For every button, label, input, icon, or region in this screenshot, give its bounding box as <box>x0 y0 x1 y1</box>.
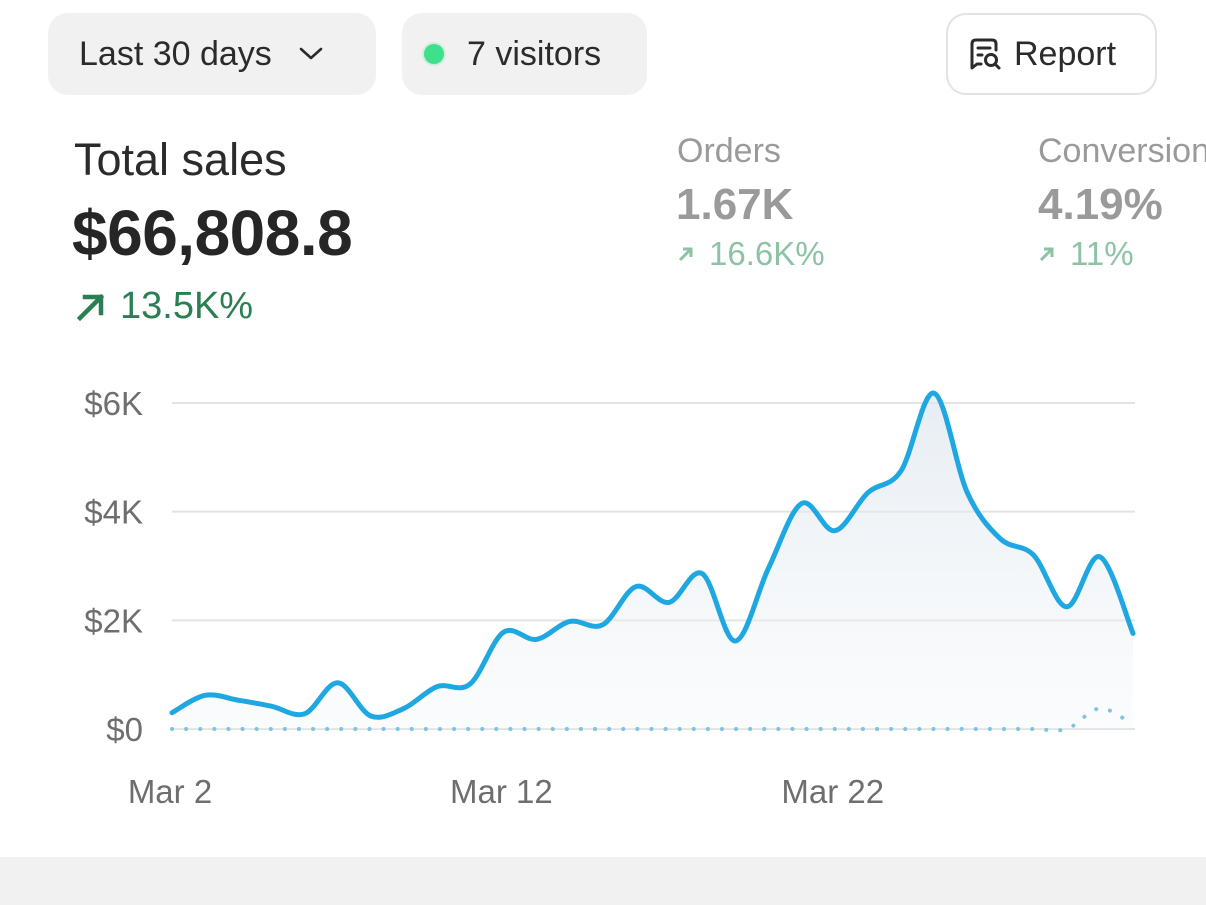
sales-data-point <box>931 390 937 396</box>
sales-data-point <box>567 618 573 624</box>
x-tick-label: Mar 2 <box>128 773 212 810</box>
footer-band <box>0 857 1206 905</box>
sales-data-point <box>633 584 639 590</box>
orders-change-value: 16.6K% <box>709 235 825 272</box>
sales-data-point <box>1130 630 1136 636</box>
report-button[interactable]: Report <box>946 13 1157 95</box>
sales-data-point <box>832 528 838 534</box>
orders-change: 16.6K% <box>677 235 825 273</box>
chevron-down-icon <box>298 46 324 62</box>
sales-data-point <box>666 599 672 605</box>
sales-data-point <box>434 684 440 690</box>
sales-data-point <box>335 680 341 686</box>
conversion-label[interactable]: Conversion <box>1038 132 1206 170</box>
total-sales-change: 13.5K% <box>74 285 253 328</box>
live-visitors-badge[interactable]: 7 visitors <box>402 13 647 95</box>
sales-data-point <box>534 636 540 642</box>
x-axis-ticks: Mar 2 Mar 12 Mar 22 <box>128 773 884 810</box>
total-sales-value: $66,808.8 <box>72 197 353 269</box>
sales-data-point <box>865 490 871 496</box>
y-axis-ticks: $0 $2K $4K $6K <box>84 385 143 748</box>
sales-data-point <box>766 565 772 571</box>
sales-data-point <box>268 703 274 709</box>
sales-data-point <box>202 692 208 698</box>
sales-line-chart[interactable]: $0 $2K $4K $6K Mar 2 Mar 12 Mar 22 <box>0 360 1206 830</box>
sales-data-point <box>964 490 970 496</box>
sales-data-point <box>169 710 175 716</box>
sales-data-point <box>699 571 705 577</box>
y-tick-label: $0 <box>106 711 143 748</box>
date-range-label: Last 30 days <box>79 34 272 73</box>
sales-data-point <box>997 536 1003 542</box>
report-label: Report <box>1014 34 1117 73</box>
date-range-dropdown[interactable]: Last 30 days <box>48 13 376 95</box>
comparison-series-line <box>170 706 1135 733</box>
sales-data-point <box>799 501 805 507</box>
orders-value: 1.67K <box>676 180 794 229</box>
x-tick-label: Mar 22 <box>781 773 884 810</box>
conversion-change-value: 11% <box>1070 235 1134 272</box>
sales-data-point <box>500 629 506 635</box>
sales-data-point <box>401 705 407 711</box>
conversion-change: 11% <box>1038 235 1134 273</box>
orders-label[interactable]: Orders <box>677 132 781 170</box>
sales-data-point <box>732 638 738 644</box>
live-status-dot-icon <box>424 44 444 64</box>
sales-series-line <box>169 390 1136 720</box>
sales-data-point <box>368 713 374 719</box>
x-tick-label: Mar 12 <box>450 773 553 810</box>
total-sales-label: Total sales <box>74 134 287 185</box>
arrow-up-right-icon <box>1038 245 1056 263</box>
sales-area-fill <box>172 393 1133 729</box>
visitors-label: 7 visitors <box>467 34 602 73</box>
sales-data-point <box>1097 554 1103 560</box>
sales-data-point <box>467 681 473 687</box>
sales-data-point <box>1064 604 1070 610</box>
sales-data-point <box>600 622 606 628</box>
report-search-icon <box>966 35 1004 73</box>
y-tick-label: $4K <box>84 494 143 531</box>
conversion-value: 4.19% <box>1038 180 1163 229</box>
arrow-up-right-icon <box>74 290 108 324</box>
y-tick-label: $6K <box>84 385 143 422</box>
sales-data-point <box>898 468 904 474</box>
sales-data-point <box>1031 552 1037 558</box>
arrow-up-right-icon <box>677 245 695 263</box>
sales-data-point <box>235 697 241 703</box>
y-tick-label: $2K <box>84 602 143 639</box>
sales-data-point <box>302 711 308 717</box>
total-sales-change-value: 13.5K% <box>120 285 254 327</box>
